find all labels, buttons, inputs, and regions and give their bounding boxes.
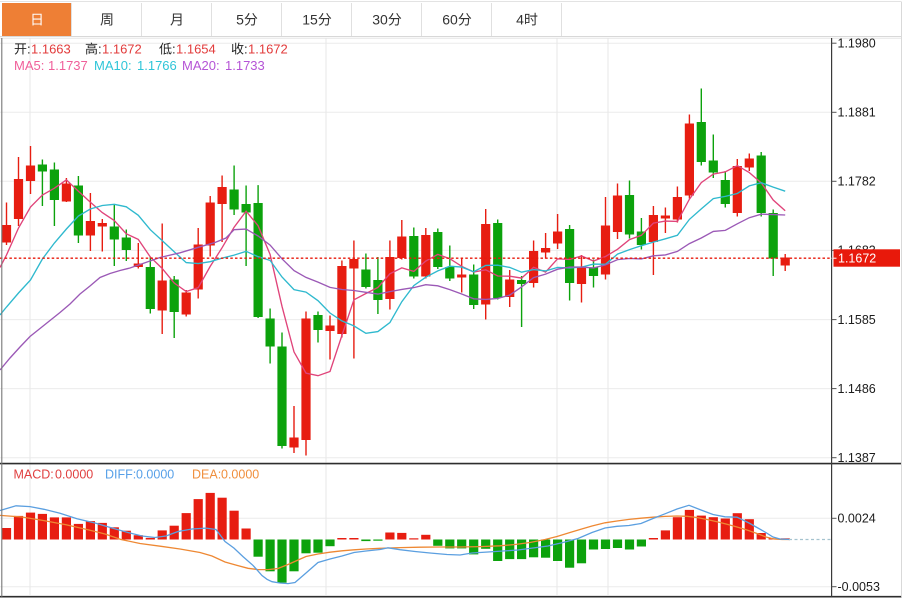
svg-text:1.1782: 1.1782 (838, 175, 876, 189)
svg-text:0.0000: 0.0000 (55, 468, 93, 482)
svg-text:1.1881: 1.1881 (838, 106, 876, 120)
svg-text::: : (172, 42, 176, 57)
svg-text:-0.0053: -0.0053 (838, 580, 880, 594)
svg-text:MA5:: MA5: (14, 58, 44, 73)
svg-text:60: 60 (442, 12, 458, 28)
svg-text:MACD:: MACD: (14, 468, 54, 482)
svg-text:1.1733: 1.1733 (225, 58, 265, 73)
svg-text:0.0024: 0.0024 (838, 512, 876, 526)
svg-text:1.1663: 1.1663 (31, 42, 71, 57)
svg-text:DIFF:: DIFF: (105, 468, 136, 482)
svg-text:0.0000: 0.0000 (221, 468, 259, 482)
svg-text::: : (98, 42, 102, 57)
svg-text:15: 15 (302, 12, 318, 28)
svg-text:1.1672: 1.1672 (102, 42, 142, 57)
svg-text:30: 30 (372, 12, 388, 28)
svg-text:MA10:: MA10: (94, 58, 132, 73)
svg-text:MA20:: MA20: (182, 58, 220, 73)
svg-text:1.1672: 1.1672 (248, 42, 288, 57)
svg-text:1.1387: 1.1387 (838, 451, 876, 465)
svg-text:1.1486: 1.1486 (838, 382, 876, 396)
svg-text:1.1737: 1.1737 (48, 58, 88, 73)
svg-text::: : (244, 42, 248, 57)
svg-text:5: 5 (236, 12, 244, 28)
svg-text:4: 4 (516, 12, 524, 28)
svg-text:1.1766: 1.1766 (137, 58, 177, 73)
svg-text:1.1585: 1.1585 (838, 313, 876, 327)
svg-text:DEA:: DEA: (192, 468, 221, 482)
svg-text:1.1672: 1.1672 (838, 252, 876, 266)
svg-text:1.1980: 1.1980 (838, 36, 876, 50)
svg-text::: : (27, 42, 31, 57)
svg-text:1.1654: 1.1654 (176, 42, 216, 57)
svg-text:0.0000: 0.0000 (136, 468, 174, 482)
